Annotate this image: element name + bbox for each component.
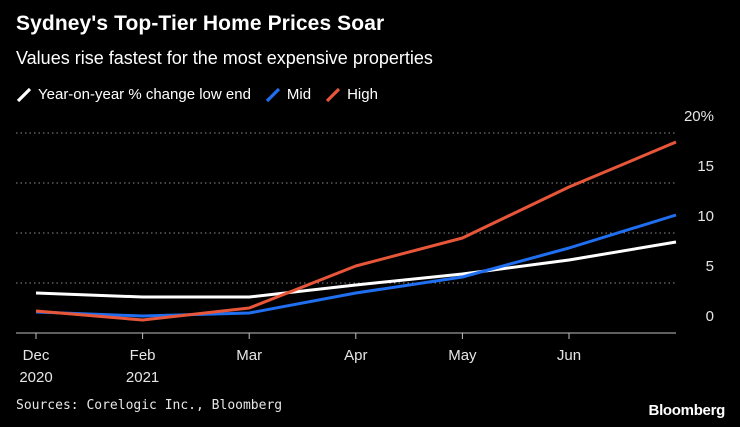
x-tick-label-apr: Apr: [344, 347, 367, 364]
legend-label-high: High: [347, 86, 378, 103]
y-tick-label-0: 0: [706, 308, 714, 325]
x-tick-label-mar: Mar: [236, 347, 262, 364]
legend-label-mid: Mid: [286, 86, 312, 103]
x-tick-label-dec: Dec: [23, 347, 50, 364]
y-tick-label-10: 10: [697, 208, 714, 225]
legend-item-low: Year-on-year % change low end: [16, 86, 251, 103]
x-tick-label-feb: Feb: [130, 347, 156, 364]
y-tick-label-15: 15: [697, 158, 714, 175]
x-tick-year-2021: 2021: [126, 369, 159, 386]
source-note: Sources: Corelogic Inc., Bloomberg: [16, 398, 283, 413]
chart-subtitle: Values rise fastest for the most expensi…: [16, 48, 433, 68]
legend-swatch-low: [16, 87, 32, 103]
series-line-low: [35, 240, 677, 299]
legend-item-high: High: [325, 86, 378, 103]
legend-swatch-high: [325, 87, 341, 103]
series-line-mid: [35, 213, 677, 318]
chart-title: Sydney's Top-Tier Home Prices Soar: [16, 12, 385, 35]
legend-swatch-mid: [265, 87, 281, 103]
brand-logo: Bloomberg: [648, 402, 726, 419]
legend: Year-on-year % change low end Mid High: [16, 86, 392, 103]
x-tick-year-2020: 2020: [19, 369, 52, 386]
legend-item-mid: Mid: [265, 86, 311, 103]
legend-label-low: Year-on-year % change low end: [38, 86, 251, 103]
series-line-high: [35, 140, 677, 322]
x-tick-label-may: May: [448, 347, 477, 364]
x-tick-label-jun: Jun: [557, 347, 581, 364]
y-tick-label-20: 20%: [684, 108, 714, 125]
y-tick-label-5: 5: [706, 258, 714, 275]
